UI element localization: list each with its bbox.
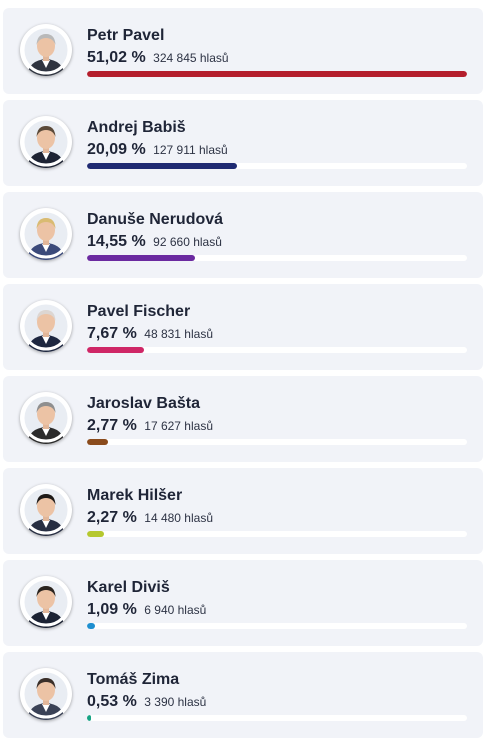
result-bar-track [87, 163, 467, 169]
result-bar-track [87, 623, 467, 629]
result-bar-track [87, 71, 467, 77]
portrait-danuse-nerudova [20, 208, 72, 260]
candidate-name: Tomáš Zima [87, 671, 180, 688]
result-bar-track [87, 347, 467, 353]
candidate-votes: 14 480 hlasů [144, 511, 213, 525]
result-bar-fill [87, 71, 467, 77]
result-bar-fill [87, 347, 144, 353]
candidate-votes: 127 911 hlasů [153, 143, 228, 157]
candidate-percent: 51,02 % [87, 49, 146, 66]
candidate-votes: 48 831 hlasů [144, 327, 213, 341]
candidate-percent: 7,67 % [87, 325, 137, 342]
candidate-name: Pavel Fischer [87, 303, 191, 320]
candidate-name: Danuše Nerudová [87, 211, 224, 228]
portrait-petr-pavel [20, 24, 72, 76]
candidate-result: 2,27 % 14 480 hlasů [87, 509, 213, 527]
candidate-votes: 324 845 hlasů [153, 51, 229, 65]
candidate-name: Karel Diviš [87, 579, 170, 596]
candidate-name: Jaroslav Bašta [87, 395, 200, 412]
portrait-marek-hilser [20, 484, 72, 536]
candidate-card[interactable]: Tomáš Zima 0,53 % 3 390 hlasů [3, 652, 483, 738]
candidate-percent: 20,09 % [87, 141, 146, 158]
candidate-percent: 0,53 % [87, 693, 137, 710]
candidate-result: 0,53 % 3 390 hlasů [87, 693, 206, 711]
candidate-card[interactable]: Danuše Nerudová 14,55 % 92 660 hlasů [3, 192, 483, 278]
candidate-votes: 92 660 hlasů [153, 235, 222, 249]
result-bar-fill [87, 439, 108, 445]
candidate-card[interactable]: Marek Hilšer 2,27 % 14 480 hlasů [3, 468, 483, 554]
result-bar-fill [87, 163, 237, 169]
result-bar-track [87, 715, 467, 721]
candidate-result: 2,77 % 17 627 hlasů [87, 417, 213, 435]
candidate-result: 20,09 % 127 911 hlasů [87, 141, 228, 159]
result-bar-track [87, 255, 467, 261]
candidate-card[interactable]: Pavel Fischer 7,67 % 48 831 hlasů [3, 284, 483, 370]
candidate-result: 14,55 % 92 660 hlasů [87, 233, 222, 251]
candidate-card[interactable]: Jaroslav Bašta 2,77 % 17 627 hlasů [3, 376, 483, 462]
result-bar-fill [87, 255, 195, 261]
candidate-name: Petr Pavel [87, 27, 165, 44]
portrait-jaroslav-basta [20, 392, 72, 444]
candidate-card[interactable]: Karel Diviš 1,09 % 6 940 hlasů [3, 560, 483, 646]
result-bar-fill [87, 531, 104, 537]
candidate-percent: 2,27 % [87, 509, 137, 526]
candidate-card[interactable]: Andrej Babiš 20,09 % 127 911 hlasů [3, 100, 483, 186]
result-bar-fill [87, 623, 95, 629]
result-bar-track [87, 439, 467, 445]
candidate-votes: 17 627 hlasů [144, 419, 213, 433]
candidate-percent: 2,77 % [87, 417, 137, 434]
portrait-karel-divis [20, 576, 72, 628]
candidate-result: 7,67 % 48 831 hlasů [87, 325, 213, 343]
candidate-result: 51,02 % 324 845 hlasů [87, 49, 229, 67]
candidate-percent: 1,09 % [87, 601, 137, 618]
candidate-votes: 6 940 hlasů [144, 603, 207, 617]
result-bar-track [87, 531, 467, 537]
candidate-name: Marek Hilšer [87, 487, 183, 504]
candidate-votes: 3 390 hlasů [144, 695, 207, 709]
candidate-name: Andrej Babiš [87, 119, 186, 136]
result-bar-fill [87, 715, 91, 721]
portrait-pavel-fischer [20, 300, 72, 352]
portrait-tomas-zima [20, 668, 72, 720]
candidate-card[interactable]: Petr Pavel 51,02 % 324 845 hlasů [3, 8, 483, 94]
portrait-andrej-babis [20, 116, 72, 168]
candidate-result: 1,09 % 6 940 hlasů [87, 601, 206, 619]
candidate-percent: 14,55 % [87, 233, 146, 250]
